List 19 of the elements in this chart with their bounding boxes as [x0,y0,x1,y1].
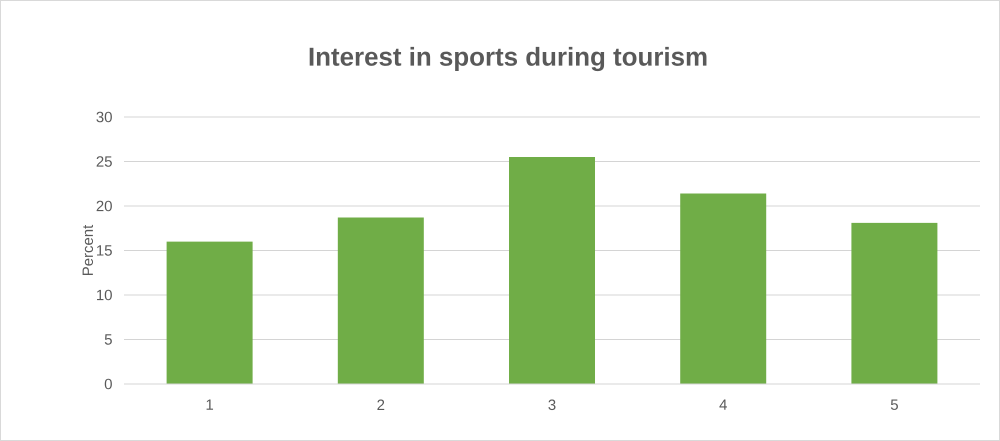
y-axis-title: Percent [82,224,94,276]
bar [509,157,596,384]
y-tick-label: 5 [104,334,112,345]
bar [338,218,424,384]
bar [680,194,766,384]
bar [166,242,253,384]
x-tick-label: 1 [206,400,214,410]
x-tick-label: 3 [548,400,556,410]
bar [851,222,938,384]
x-tick-label: 4 [719,400,727,410]
x-tick-label: 2 [377,400,384,410]
y-tick-label: 25 [96,156,112,167]
x-tick-label: 5 [890,400,898,410]
y-tick-label: 10 [97,290,112,300]
y-tick-label: 15 [97,245,112,256]
chart-title: Interest in sports during tourism [310,46,706,72]
y-tick-label: 0 [104,378,112,390]
y-tick-label: 20 [96,200,112,212]
y-tick-label: 30 [96,112,112,122]
